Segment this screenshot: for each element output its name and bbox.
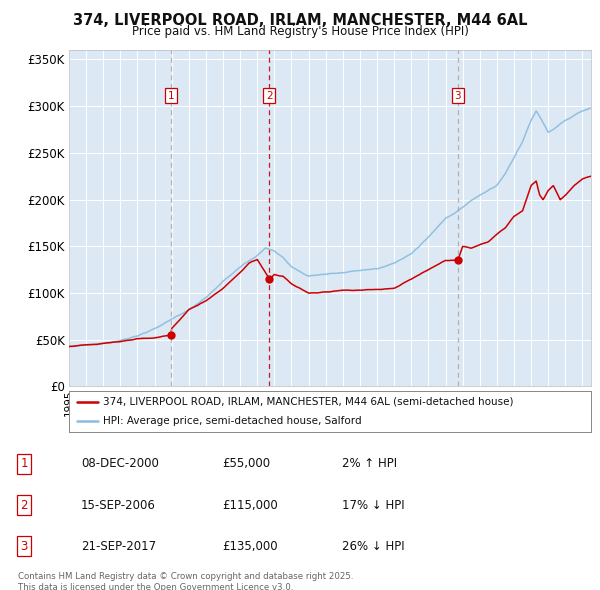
Text: 2: 2 <box>266 90 273 100</box>
Text: 374, LIVERPOOL ROAD, IRLAM, MANCHESTER, M44 6AL: 374, LIVERPOOL ROAD, IRLAM, MANCHESTER, … <box>73 13 527 28</box>
Text: 1: 1 <box>20 457 28 470</box>
Text: 15-SEP-2006: 15-SEP-2006 <box>81 499 156 512</box>
Text: £115,000: £115,000 <box>222 499 278 512</box>
Text: 1: 1 <box>167 90 174 100</box>
Text: 374, LIVERPOOL ROAD, IRLAM, MANCHESTER, M44 6AL (semi-detached house): 374, LIVERPOOL ROAD, IRLAM, MANCHESTER, … <box>103 396 514 407</box>
Text: HPI: Average price, semi-detached house, Salford: HPI: Average price, semi-detached house,… <box>103 416 362 426</box>
Text: 2% ↑ HPI: 2% ↑ HPI <box>342 457 397 470</box>
Text: 2: 2 <box>20 499 28 512</box>
Text: 08-DEC-2000: 08-DEC-2000 <box>81 457 159 470</box>
Text: £55,000: £55,000 <box>222 457 270 470</box>
Text: £135,000: £135,000 <box>222 540 278 553</box>
Text: Contains HM Land Registry data © Crown copyright and database right 2025.
This d: Contains HM Land Registry data © Crown c… <box>18 572 353 590</box>
Text: Price paid vs. HM Land Registry's House Price Index (HPI): Price paid vs. HM Land Registry's House … <box>131 25 469 38</box>
Text: 26% ↓ HPI: 26% ↓ HPI <box>342 540 404 553</box>
Text: 3: 3 <box>455 90 461 100</box>
Text: 3: 3 <box>20 540 28 553</box>
Text: 21-SEP-2017: 21-SEP-2017 <box>81 540 156 553</box>
Text: 17% ↓ HPI: 17% ↓ HPI <box>342 499 404 512</box>
